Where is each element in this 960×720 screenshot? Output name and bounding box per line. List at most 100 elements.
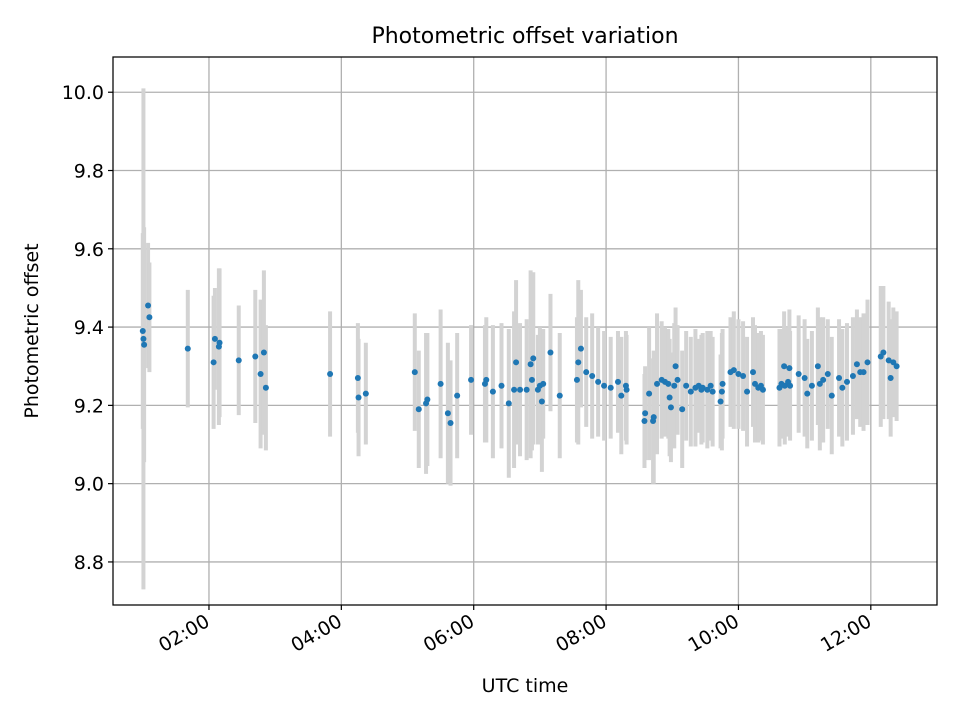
data-point	[211, 335, 218, 342]
data-point	[530, 355, 537, 362]
y-tick-label: 8.8	[74, 552, 104, 574]
data-point	[808, 382, 815, 389]
data-point	[140, 335, 147, 342]
data-point	[141, 341, 148, 348]
data-point	[719, 380, 726, 387]
data-point	[650, 414, 657, 421]
data-point	[362, 390, 369, 397]
y-tick-label: 9.6	[74, 239, 104, 261]
data-point	[511, 386, 518, 393]
data-point	[527, 361, 534, 368]
data-point	[444, 410, 451, 417]
y-tick-label: 9.4	[74, 317, 104, 339]
data-point	[887, 374, 894, 381]
data-point	[145, 302, 152, 309]
data-point	[717, 398, 724, 405]
data-point	[513, 359, 520, 366]
data-point	[672, 363, 679, 370]
y-tick-label: 9.2	[74, 395, 104, 417]
data-point	[853, 361, 860, 368]
y-tick-label: 10.0	[62, 82, 104, 104]
data-point	[751, 380, 758, 387]
data-point	[260, 349, 267, 356]
data-point	[820, 376, 827, 383]
data-point	[804, 390, 811, 397]
data-point	[262, 384, 269, 391]
data-point	[489, 388, 496, 395]
data-point	[483, 376, 490, 383]
y-tick-label: 9.8	[74, 161, 104, 183]
data-point	[556, 392, 563, 399]
data-point	[607, 384, 614, 391]
data-point	[740, 373, 747, 380]
data-point	[759, 386, 766, 393]
data-point	[618, 392, 625, 399]
data-point	[538, 398, 545, 405]
data-point	[642, 410, 649, 417]
data-point	[849, 373, 856, 380]
data-point	[505, 400, 512, 407]
data-point	[354, 374, 361, 381]
data-point	[709, 388, 716, 395]
data-point	[184, 345, 191, 352]
data-point	[674, 376, 681, 383]
data-point	[735, 371, 742, 378]
data-point	[744, 388, 751, 395]
data-point	[411, 369, 418, 376]
data-point	[666, 394, 673, 401]
data-point	[795, 371, 802, 378]
data-point	[454, 392, 461, 399]
data-point	[573, 376, 580, 383]
data-point	[814, 363, 821, 370]
data-point	[667, 404, 674, 411]
chart-title: Photometric offset variation	[371, 24, 678, 49]
data-point	[704, 386, 711, 393]
data-point	[523, 386, 530, 393]
data-point	[828, 392, 835, 399]
data-point	[679, 406, 686, 413]
data-point	[890, 359, 897, 366]
data-point	[257, 371, 264, 378]
y-axis-ticks: 8.8 9.0 9.2 9.4 9.6 9.8 10.0	[62, 82, 113, 574]
data-point	[750, 369, 757, 376]
data-point	[665, 380, 672, 387]
data-point	[575, 359, 582, 366]
data-point	[540, 380, 547, 387]
data-point	[781, 363, 788, 370]
data-point	[528, 376, 535, 383]
data-point	[447, 419, 454, 426]
data-point	[589, 373, 596, 380]
data-point	[646, 390, 653, 397]
data-point	[595, 378, 602, 385]
data-point	[836, 374, 843, 381]
data-point	[252, 353, 259, 360]
data-point	[577, 345, 584, 352]
data-point	[547, 349, 554, 356]
x-axis-label: UTC time	[482, 675, 569, 697]
data-point	[860, 369, 867, 376]
data-point	[641, 418, 648, 425]
data-point	[623, 386, 630, 393]
data-point	[216, 339, 223, 346]
data-point	[885, 357, 892, 364]
data-point	[355, 394, 362, 401]
data-point	[787, 382, 794, 389]
data-point	[816, 380, 823, 387]
data-point	[614, 378, 621, 385]
data-point	[781, 382, 788, 389]
data-point	[415, 406, 422, 413]
data-point	[146, 314, 153, 321]
data-point	[824, 371, 831, 378]
data-point	[437, 380, 444, 387]
y-tick-label: 9.0	[74, 474, 104, 496]
data-point	[671, 382, 678, 389]
data-point	[786, 365, 793, 372]
data-point	[327, 371, 334, 378]
data-point	[718, 388, 725, 395]
data-point	[424, 396, 431, 403]
data-point	[517, 386, 524, 393]
data-point	[707, 382, 714, 389]
data-point	[683, 382, 690, 389]
data-point	[801, 374, 808, 381]
